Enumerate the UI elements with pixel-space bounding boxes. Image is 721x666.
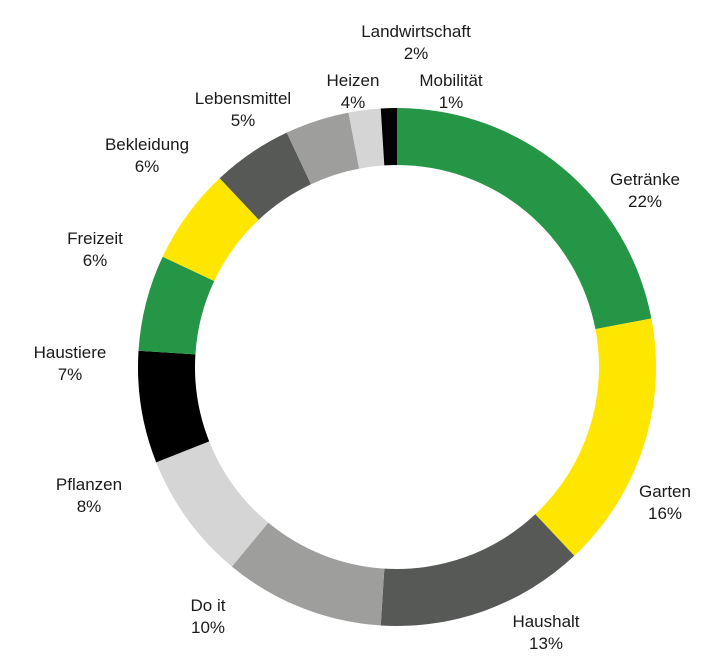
slice-freizeit <box>138 256 215 355</box>
slice-heizen <box>286 112 360 185</box>
label-value: 10% <box>191 618 225 637</box>
label-value: 6% <box>135 157 160 176</box>
label-value: 16% <box>648 504 682 523</box>
label-name: Freizeit <box>67 229 123 248</box>
label-value: 1% <box>439 93 464 112</box>
label-name: Mobilität <box>419 71 483 90</box>
label-getraenke: Getränke 22% <box>610 170 680 211</box>
slice-haustiere <box>138 350 210 463</box>
label-value: 7% <box>58 365 83 384</box>
label-value: 22% <box>628 192 662 211</box>
label-mobilitaet: Mobilität 1% <box>419 71 483 112</box>
donut-slices <box>138 108 656 626</box>
label-name: Landwirtschaft <box>361 22 471 41</box>
slice-bekleidung <box>162 178 259 281</box>
slice-lebensmittel <box>219 132 311 220</box>
label-name: Pflanzen <box>56 475 122 494</box>
label-bekleidung: Bekleidung 6% <box>105 135 189 176</box>
label-heizen: Heizen 4% <box>327 71 380 112</box>
label-value: 4% <box>341 93 366 112</box>
label-name: Garten <box>639 482 691 501</box>
label-pflanzen: Pflanzen 8% <box>56 475 122 516</box>
label-freizeit: Freizeit 6% <box>67 229 123 270</box>
slice-haushalt <box>380 514 575 626</box>
label-name: Bekleidung <box>105 135 189 154</box>
label-garten: Garten 16% <box>639 482 691 523</box>
label-value: 5% <box>231 111 256 130</box>
label-value: 8% <box>77 497 102 516</box>
slice-landwirtschaft <box>348 108 385 169</box>
label-value: 13% <box>529 634 563 653</box>
label-name: Haustiere <box>34 343 107 362</box>
label-name: Heizen <box>327 71 380 90</box>
label-haushalt: Haushalt 13% <box>512 612 579 653</box>
label-name: Do it <box>191 596 226 615</box>
slice-do-it <box>231 522 385 626</box>
label-name: Lebensmittel <box>195 89 291 108</box>
label-haustiere: Haustiere 7% <box>34 343 107 384</box>
slice-getraenke <box>397 108 652 330</box>
label-value: 2% <box>404 44 429 63</box>
slice-mobilitaet <box>380 108 397 166</box>
label-name: Getränke <box>610 170 680 189</box>
slice-garten <box>535 318 656 556</box>
label-do-it: Do it 10% <box>191 596 226 637</box>
slice-pflanzen <box>156 441 269 567</box>
slice-labels: Getränke 22% Garten 16% Haushalt 13% Do it 10% P… <box>34 22 691 653</box>
label-name: Haushalt <box>512 612 579 631</box>
label-landwirtschaft: Landwirtschaft 2% <box>361 22 471 63</box>
label-value: 6% <box>83 251 108 270</box>
label-lebensmittel: Lebensmittel 5% <box>195 89 291 130</box>
